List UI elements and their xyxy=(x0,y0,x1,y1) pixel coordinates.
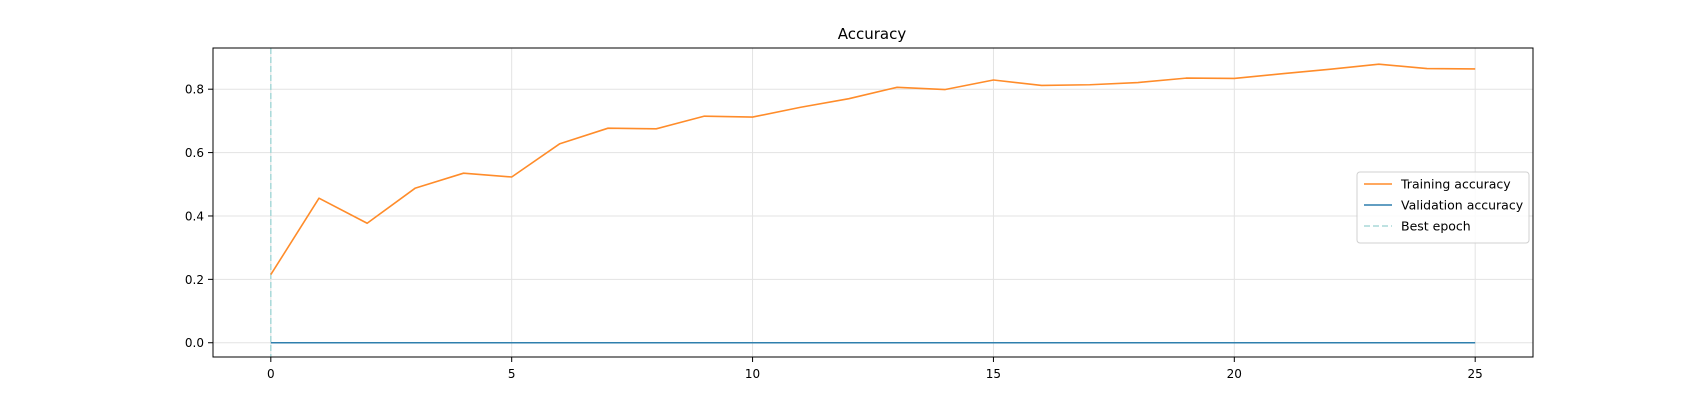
legend-label: Training accuracy xyxy=(1400,177,1511,192)
plot-frame xyxy=(212,47,1534,358)
chart-title: Accuracy xyxy=(838,25,907,43)
x-tick-label: 15 xyxy=(986,367,1001,381)
legend: Training accuracy Validation accuracy Best… xyxy=(1356,171,1530,244)
y-tick-label: 0.4 xyxy=(185,209,204,223)
x-tick-label: 25 xyxy=(1468,367,1483,381)
grid xyxy=(213,48,1533,357)
ticks: 0 5 10 15 20 25 0.0 0.2 0.4 0.6 0.8 xyxy=(185,83,1483,381)
x-tick-label: 10 xyxy=(745,367,760,381)
y-tick-label: 0.0 xyxy=(185,336,204,350)
x-tick-label: 5 xyxy=(508,367,516,381)
legend-box xyxy=(1356,171,1530,244)
x-tick-label: 0 xyxy=(267,367,275,381)
series xyxy=(270,63,1476,344)
training-accuracy-line xyxy=(270,63,1476,276)
y-tick-label: 0.8 xyxy=(185,83,204,97)
y-tick-label: 0.2 xyxy=(185,273,204,287)
x-tick-label: 20 xyxy=(1227,367,1242,381)
y-tick-label: 0.6 xyxy=(185,146,204,160)
legend-label: Validation accuracy xyxy=(1401,198,1524,213)
legend-label: Best epoch xyxy=(1401,219,1471,234)
